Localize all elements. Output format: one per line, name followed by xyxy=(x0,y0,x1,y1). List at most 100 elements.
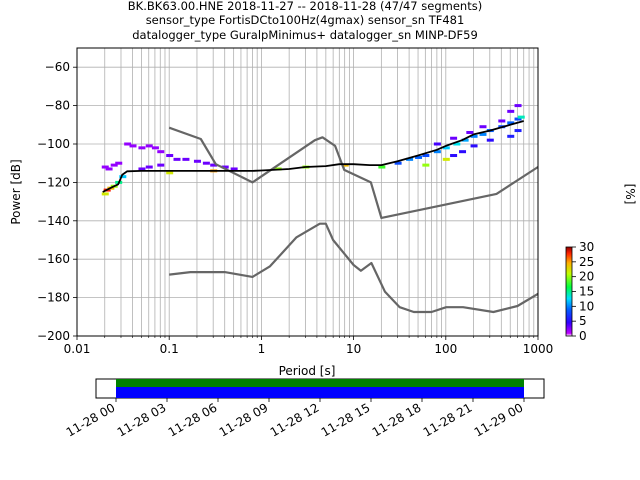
plot-frame xyxy=(76,47,539,337)
grid-lines xyxy=(77,48,538,337)
timeline-tick-label: 11-28 21 xyxy=(421,400,475,439)
density-cell xyxy=(470,144,478,148)
density-cell xyxy=(110,163,118,167)
density-cell xyxy=(145,165,153,169)
colorbar-label: [%] xyxy=(623,184,637,205)
timeline-tick-label: 11-28 18 xyxy=(370,400,424,439)
density-cell xyxy=(507,121,515,125)
density-cell xyxy=(157,150,165,154)
timeline-tick-label: 11-28 03 xyxy=(115,400,169,439)
colorbar-tick-label: 0 xyxy=(579,329,587,343)
x-axis-ticks: 0.01 0.1 1 10 100 1000 xyxy=(64,336,554,356)
density-cell xyxy=(202,161,210,165)
density-cell xyxy=(479,132,487,136)
y-tick-label: −120 xyxy=(37,175,70,189)
colorbar-tick-label: 5 xyxy=(579,314,587,328)
title-block: BK.BK63.00.HNE 2018-11-27 -- 2018-11-28 … xyxy=(128,0,482,42)
density-cell xyxy=(394,161,402,165)
colorbar-gradient xyxy=(565,246,573,337)
density-cell xyxy=(119,175,127,179)
density-cell xyxy=(101,192,109,196)
density-cell xyxy=(453,142,461,146)
density-cell xyxy=(479,125,487,129)
density-cell xyxy=(422,154,430,158)
density-cell xyxy=(514,129,522,133)
density-cell xyxy=(442,146,450,150)
timeline-gap-bar xyxy=(116,379,524,387)
y-tick-label: −60 xyxy=(45,60,70,74)
density-cell xyxy=(514,117,522,121)
y-tick-label: −140 xyxy=(37,214,70,228)
ppsd-plot: 0.01 0.1 1 10 100 1000 −200 −180 −160 −140 −120 −1… xyxy=(9,47,554,378)
density-cell xyxy=(182,157,190,161)
y-tick-label: −160 xyxy=(37,252,70,266)
density-cell xyxy=(378,165,386,169)
title-line-3: datalogger_type GuralpMinimus+ datalogge… xyxy=(132,28,478,42)
density-cell xyxy=(138,167,146,171)
density-cell xyxy=(433,150,441,154)
timeline-tick-label: 11-28 15 xyxy=(319,400,373,439)
density-cell xyxy=(193,159,201,163)
density-cell xyxy=(124,142,132,146)
density-cell xyxy=(129,144,137,148)
density-cell xyxy=(450,154,458,158)
density-cell xyxy=(422,163,430,167)
timeline-tick-label: 11-28 12 xyxy=(268,400,322,439)
colorbar-tick-label: 30 xyxy=(579,240,594,254)
y-tick-label: −100 xyxy=(37,137,70,151)
density-cell xyxy=(166,154,174,158)
timeline-tick-label: 11-28 06 xyxy=(166,400,220,439)
y-tick-label: −180 xyxy=(37,291,70,305)
density-cell xyxy=(461,138,469,142)
density-cell xyxy=(406,157,414,161)
density-cell xyxy=(173,157,181,161)
timeline-tick-label: 11-29 00 xyxy=(472,400,526,439)
series-line xyxy=(102,120,524,193)
density-cell xyxy=(433,142,441,146)
density-cell xyxy=(514,104,522,108)
density-cell xyxy=(230,167,238,171)
title-line-1: BK.BK63.00.HNE 2018-11-27 -- 2018-11-28 … xyxy=(128,0,482,13)
timeline-coverage-bar xyxy=(116,387,524,398)
density-cell xyxy=(115,161,123,165)
density-cell xyxy=(470,134,478,138)
colorbar-tick-label: 10 xyxy=(579,299,594,313)
density-cell xyxy=(466,130,474,134)
y-tick-label: −80 xyxy=(45,99,70,113)
density-cell xyxy=(145,144,153,148)
density-cell xyxy=(498,119,506,123)
density-cell xyxy=(459,150,467,154)
density-cell xyxy=(442,157,450,161)
density-cell xyxy=(517,115,525,119)
y-axis-ticks: −200 −180 −160 −140 −120 −100 −80 −60 xyxy=(37,60,77,343)
x-tick-label: 1 xyxy=(258,342,266,356)
x-tick-label: 10 xyxy=(346,342,361,356)
density-cell xyxy=(486,138,494,142)
x-tick-label: 1000 xyxy=(523,342,554,356)
title-line-2: sensor_type FortisDCto100Hz(4gmax) senso… xyxy=(146,13,465,27)
density-cell xyxy=(210,163,218,167)
series-line xyxy=(169,222,538,314)
density-cell xyxy=(138,146,146,150)
density-cell xyxy=(221,165,229,169)
colorbar-tick-label: 15 xyxy=(579,285,594,299)
density-cell xyxy=(157,163,165,167)
x-axis-label: Period [s] xyxy=(279,364,336,378)
x-tick-label: 0.1 xyxy=(160,342,179,356)
density-cell xyxy=(507,109,515,113)
density-cell xyxy=(450,136,458,140)
density-cell xyxy=(151,146,159,150)
density-cell xyxy=(341,163,349,167)
colorbar-tick-label: 20 xyxy=(579,270,594,284)
density-cell xyxy=(105,167,113,171)
series-lines xyxy=(102,120,538,314)
timeline-tick-label: 11-28 00 xyxy=(64,400,118,439)
density-cell xyxy=(415,155,423,159)
colorbar-tick-label: 25 xyxy=(579,255,594,269)
x-tick-label: 100 xyxy=(434,342,457,356)
